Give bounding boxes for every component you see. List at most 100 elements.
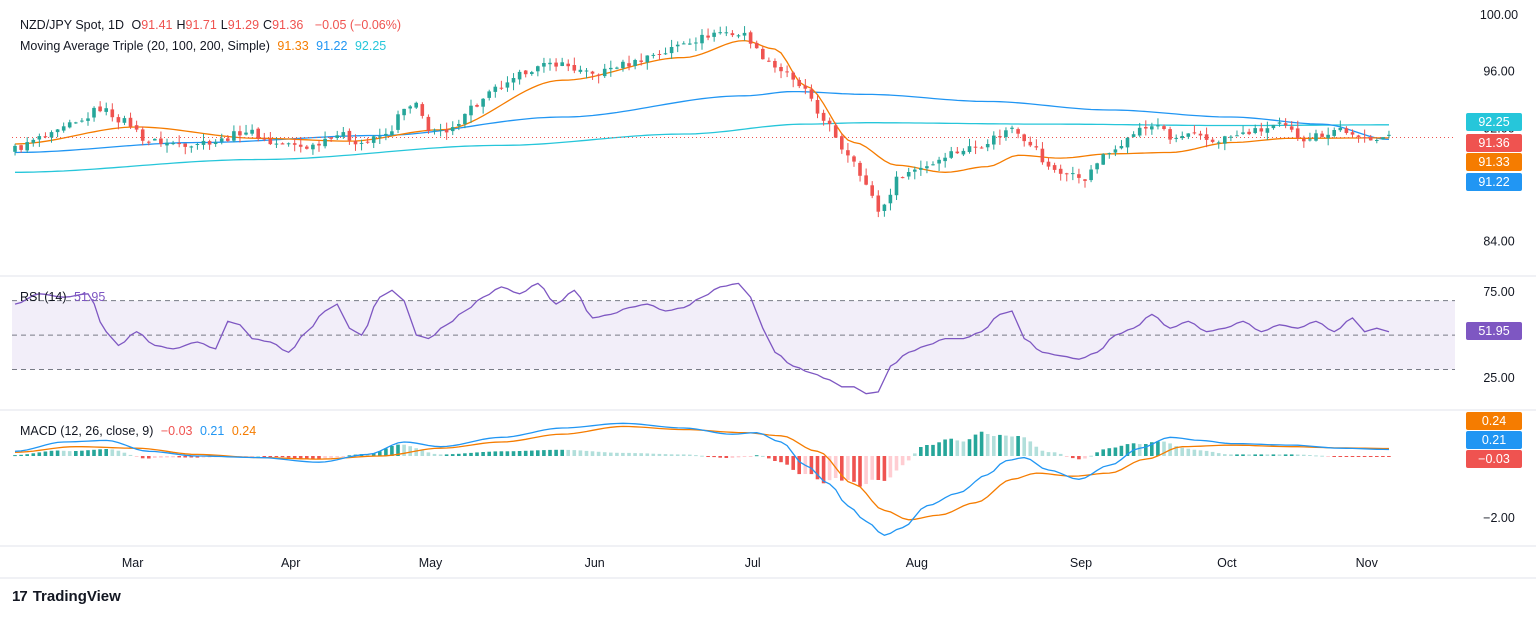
candle-body — [700, 34, 704, 44]
macd-histogram-bar — [335, 456, 339, 458]
macd-histogram-bar — [159, 456, 163, 458]
candle-body — [742, 32, 747, 36]
macd-histogram-bar — [323, 456, 327, 459]
macd-histogram-bar — [1259, 454, 1264, 456]
candle-body — [578, 69, 583, 72]
candle-body — [1113, 149, 1118, 153]
candle-body — [761, 48, 765, 60]
candle-body — [1204, 134, 1209, 140]
macd-histogram-bar — [329, 456, 333, 459]
macd-histogram-bar — [1375, 456, 1379, 457]
candle-body — [1223, 136, 1227, 144]
tradingview-footer[interactable]: 17 TradingView — [12, 588, 121, 605]
candle-body — [973, 146, 978, 148]
macd-histogram-bar — [1077, 456, 1081, 460]
macd-histogram-bar — [286, 456, 291, 458]
candle-body — [900, 177, 905, 179]
candle-body — [116, 117, 121, 123]
candle-body — [1004, 130, 1008, 138]
macd-histogram-bar — [450, 454, 455, 456]
macd-histogram-bar — [55, 450, 60, 456]
macd-histogram-bar — [706, 456, 710, 457]
macd-histogram-bar — [931, 444, 935, 456]
candle-body — [858, 162, 862, 176]
macd-histogram-bar — [1144, 444, 1148, 456]
ma100-line — [14, 90, 1390, 154]
macd-histogram-bar — [560, 449, 564, 456]
candle-body — [961, 150, 966, 155]
candle-body — [80, 120, 84, 122]
candle-body — [1186, 133, 1191, 137]
macd-histogram-bar — [1302, 454, 1306, 456]
candle-body — [13, 145, 17, 152]
macd-histogram-bar — [31, 453, 36, 456]
price-axis-tick-label: 84.00 — [1483, 235, 1514, 249]
macd-histogram-bar — [1271, 454, 1276, 456]
candle-body — [238, 131, 242, 136]
candle-body — [919, 167, 923, 170]
candle-body — [1198, 133, 1203, 136]
macd-histogram-bar — [821, 456, 826, 484]
macd-histogram-bar — [809, 456, 814, 475]
candle-body — [602, 68, 607, 77]
candle-body — [979, 147, 984, 149]
hist-value-tag: −0.03 — [1466, 450, 1522, 468]
macd-histogram-bar — [134, 456, 139, 457]
macd-histogram-bar — [1071, 456, 1075, 459]
macd-histogram-bar — [1101, 449, 1105, 456]
macd-histogram-bar — [949, 438, 953, 456]
macd-histogram-bar — [761, 455, 765, 457]
macd-histogram-bar — [475, 452, 479, 456]
candle-body — [92, 107, 96, 118]
ma-label: Moving Average Triple (20, 100, 200, Sim… — [20, 39, 270, 53]
macd-histogram-bar — [633, 453, 637, 456]
macd-histogram-bar — [523, 450, 528, 456]
candle-body — [1381, 137, 1385, 140]
macd-histogram-bar — [1283, 454, 1288, 456]
ohlc-value: 91.36 — [272, 18, 304, 32]
candle-body — [536, 66, 540, 72]
macd-histogram-bar — [973, 434, 978, 456]
candle-body — [864, 175, 868, 185]
candle-body — [688, 43, 692, 45]
candle-body — [712, 32, 716, 37]
candle-body — [718, 32, 722, 34]
ma20-line — [14, 39, 1389, 173]
macd-histogram-bar — [262, 456, 267, 457]
candle-body — [773, 61, 777, 68]
macd-histogram-bar — [530, 450, 534, 456]
candle-body — [876, 195, 881, 212]
candle-body — [365, 141, 370, 143]
macd-histogram-bar — [469, 452, 473, 456]
candle-body — [815, 100, 820, 114]
candle-body — [43, 136, 48, 138]
candle-body — [1192, 132, 1197, 134]
candle-body — [444, 129, 449, 133]
macd-histogram-bar — [396, 444, 400, 456]
candle-body — [870, 185, 874, 196]
candle-body — [159, 138, 163, 144]
macd-histogram-bar — [1295, 454, 1300, 456]
candle-body — [414, 102, 418, 108]
candle-body — [955, 151, 960, 154]
rsi-axis-tick-label: 75.00 — [1483, 285, 1514, 299]
macd-histogram-bar — [1125, 444, 1130, 456]
macd-histogram-bar — [1064, 456, 1069, 457]
macd-histogram-bar — [1229, 454, 1233, 456]
candle-body — [110, 109, 115, 118]
candle-body — [1071, 173, 1075, 175]
candle-body — [621, 61, 625, 69]
candle-body — [426, 116, 431, 131]
candle-body — [949, 151, 953, 158]
macd-histogram-bar — [147, 456, 151, 459]
candle-body — [371, 136, 376, 143]
candle-body — [663, 53, 668, 55]
candle-body — [171, 143, 175, 145]
x-axis-month-label: Nov — [1356, 556, 1379, 570]
candle-body — [19, 145, 23, 150]
ohlc-key: C — [263, 18, 273, 32]
candle-body — [560, 62, 564, 66]
macd-histogram-bar — [104, 449, 108, 456]
candle-body — [925, 166, 929, 169]
